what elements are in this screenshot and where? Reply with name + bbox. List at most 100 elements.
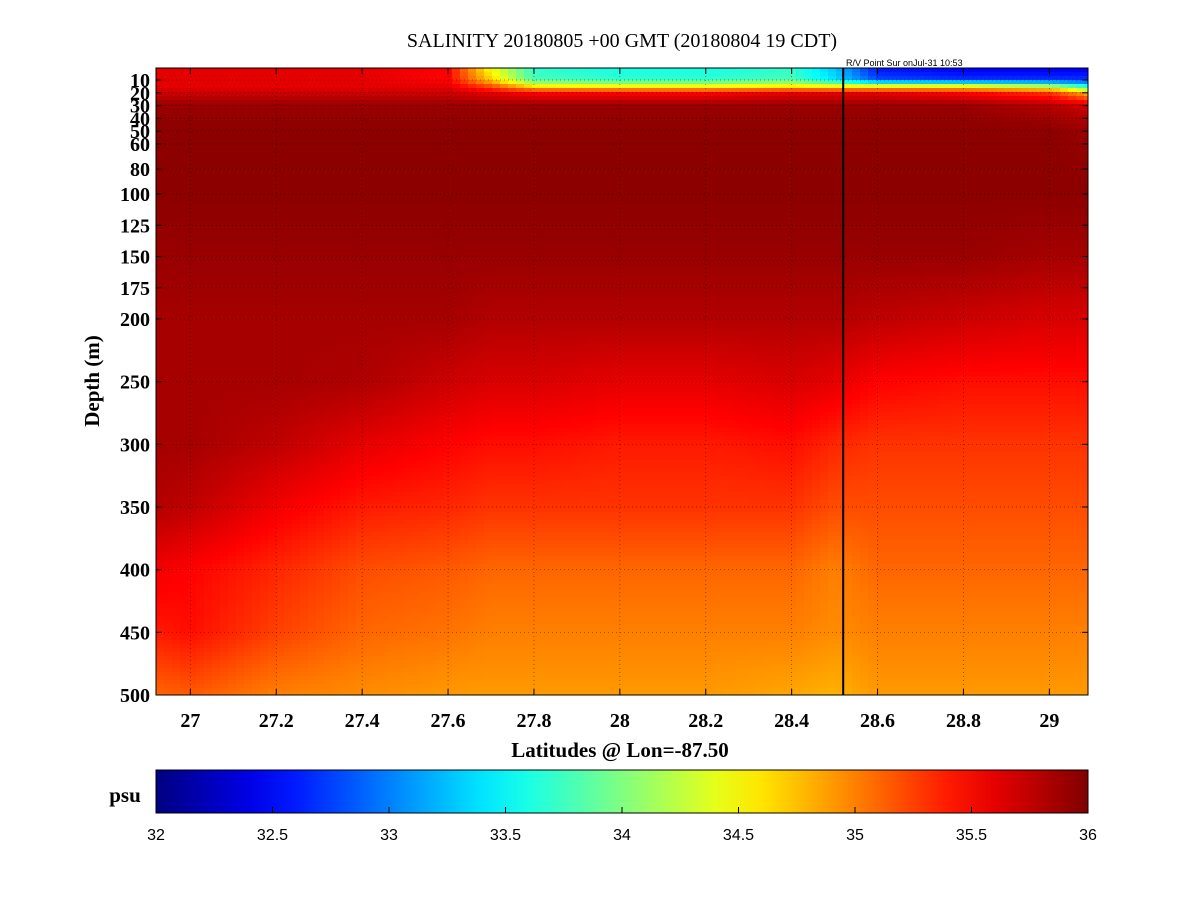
heatmap-cell [876,76,885,81]
heatmap-cell [876,232,885,237]
heatmap-cell [1084,120,1088,125]
heatmap-cell [268,132,277,137]
heatmap-cell [364,80,373,85]
heatmap-cell [596,80,605,85]
heatmap-cell [724,132,733,137]
heatmap-cell [532,112,541,117]
heatmap-cell [396,104,405,109]
heatmap-cell [1036,112,1045,117]
heatmap-cell [700,92,709,97]
heatmap-cell [668,68,677,73]
heatmap-cell [660,228,669,233]
heatmap-cell [260,216,269,221]
heatmap-cell [260,232,269,237]
heatmap-cell [540,104,549,109]
heatmap-cell [228,72,237,77]
heatmap-cell [348,232,357,237]
heatmap-cell [1084,104,1088,109]
heatmap-cell [924,216,933,221]
heatmap-cell [732,68,741,73]
heatmap-cell [1052,68,1061,73]
heatmap-cell [532,76,541,81]
heatmap-cell [972,212,981,217]
heatmap-cell [268,140,277,145]
heatmap-cell [292,216,301,221]
heatmap-cell [548,132,557,137]
heatmap-cell [436,196,445,201]
heatmap-cell [324,88,333,93]
heatmap-cell [492,88,501,93]
heatmap-cell [228,232,237,237]
heatmap-cell [612,112,621,117]
heatmap-cell [284,156,293,161]
heatmap-cell [860,124,869,129]
heatmap-cell [676,80,685,85]
heatmap-cell [756,128,765,133]
heatmap-cell [764,212,773,217]
heatmap-cell [604,152,613,157]
heatmap-cell [964,108,973,113]
heatmap-cell [1028,228,1037,233]
heatmap-cell [884,196,893,201]
heatmap-cell [996,132,1005,137]
heatmap-cell [172,76,181,81]
heatmap-cell [860,232,869,237]
heatmap-cell [444,72,453,77]
heatmap-cell [204,72,213,77]
heatmap-cell [612,228,621,233]
heatmap-cell [548,76,557,81]
heatmap-cell [772,224,781,229]
heatmap-cell [204,224,213,229]
heatmap-cell [428,92,437,97]
heatmap-cell [916,172,925,177]
heatmap-cell [980,200,989,205]
heatmap-cell [252,108,261,113]
heatmap-cell [244,140,253,145]
heatmap-cell [284,128,293,133]
heatmap-cell [348,216,357,221]
heatmap-cell [980,204,989,209]
heatmap-cell [540,148,549,153]
heatmap-cell [452,212,461,217]
heatmap-cell [220,184,229,189]
heatmap-cell [916,84,925,89]
heatmap-cell [244,164,253,169]
heatmap-cell [484,228,493,233]
heatmap-cell [452,72,461,77]
heatmap-cell [892,104,901,109]
heatmap-cell [532,104,541,109]
heatmap-cell [516,76,525,81]
heatmap-cell [996,164,1005,169]
heatmap-cell [644,76,653,81]
heatmap-cell [452,152,461,157]
heatmap-cell [596,220,605,225]
heatmap-cell [828,228,837,233]
heatmap-cell [660,96,669,101]
heatmap-cell [988,152,997,157]
heatmap-cell [356,200,365,205]
heatmap-cell [428,180,437,185]
heatmap-cell [308,216,317,221]
heatmap-cell [956,128,965,133]
heatmap-cell [580,96,589,101]
heatmap-cell [300,224,309,229]
heatmap-cell [172,120,181,125]
heatmap-cell [548,120,557,125]
heatmap-cell [652,176,661,181]
heatmap-cell [588,216,597,221]
heatmap-cell [876,136,885,141]
heatmap-cell [236,68,245,73]
heatmap-cell [348,144,357,149]
heatmap-cell [572,120,581,125]
heatmap-cell [1036,216,1045,221]
heatmap-cell [964,120,973,125]
heatmap-cell [364,76,373,81]
heatmap-cell [476,164,485,169]
heatmap-cell [532,120,541,125]
heatmap-cell [404,224,413,229]
heatmap-cell [292,164,301,169]
heatmap-cell [476,96,485,101]
heatmap-cell [212,168,221,173]
heatmap-cell [364,200,373,205]
heatmap-cell [652,204,661,209]
